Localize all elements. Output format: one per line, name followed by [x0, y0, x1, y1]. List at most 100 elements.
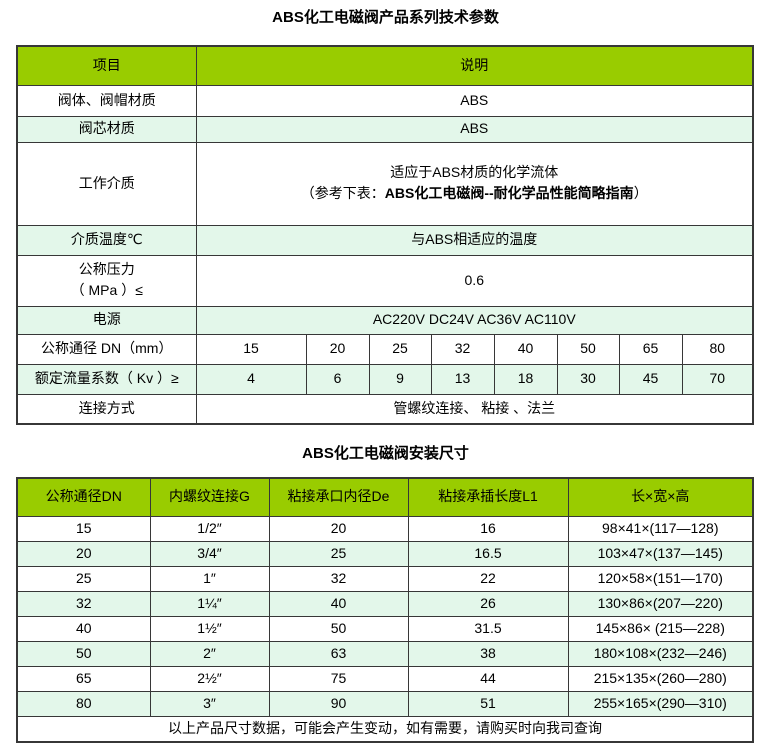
row-label: 公称通径 DN（mm） — [16, 333, 197, 365]
cell-thread: 2″ — [149, 640, 270, 667]
medium-line-2: （参考下表：ABS化工电磁阀--耐化学品性能简略指南） — [199, 184, 751, 204]
column-header-thread: 内螺纹连接G — [149, 477, 270, 517]
cell-lwh: 120×58×(151—170) — [567, 565, 754, 592]
row-value: 0.6 — [195, 254, 754, 307]
cell-thread: 1″ — [149, 565, 270, 592]
column-header-insert-length: 粘接承插长度L1 — [407, 477, 569, 517]
cell-dn: 20 — [16, 540, 151, 567]
column-header-lwh: 长×宽×高 — [567, 477, 754, 517]
footer-note: 以上产品尺寸数据，可能会产生变动，如有需要，请购买时向我司查询 — [16, 715, 754, 743]
dn-value: 32 — [430, 333, 495, 365]
column-header-socket-id: 粘接承口内径De — [268, 477, 409, 517]
tech-params-table: 项目 说明 阀体、阀帽材质 ABS 阀芯材质 ABS 工作介质 适应于ABS材质… — [16, 45, 754, 425]
install-dims-table: 公称通径DN 内螺纹连接G 粘接承口内径De 粘接承插长度L1 长×宽×高 15… — [16, 477, 754, 743]
table-row: 32 1¼″ 40 26 130×86×(207—220) — [16, 590, 754, 617]
table-row: 65 2½″ 75 44 215×135×(260—280) — [16, 665, 754, 692]
page-title-install-dims: ABS化工电磁阀安装尺寸 — [302, 445, 469, 462]
row-label: 阀体、阀帽材质 — [16, 84, 197, 117]
row-value: ABS — [195, 115, 754, 143]
kv-value: 4 — [195, 363, 307, 395]
cell-lwh: 255×165×(290—310) — [567, 690, 754, 717]
cell-insert-length: 51 — [407, 690, 569, 717]
table-row: 电源 AC220V DC24V AC36V AC110V — [16, 305, 754, 335]
dn-row: 公称通径 DN（mm） 15 20 25 32 40 50 65 80 — [16, 333, 754, 365]
cell-lwh: 103×47×(137—145) — [567, 540, 754, 567]
cell-lwh: 98×41×(117—128) — [567, 515, 754, 542]
pressure-label-line-1: 公称压力 — [78, 261, 135, 278]
medium-line-1: 适应于ABS材质的化学流体 — [390, 164, 559, 181]
table-row: 50 2″ 63 38 180×108×(232—246) — [16, 640, 754, 667]
cell-dn: 25 — [16, 565, 151, 592]
cell-socket-id: 25 — [268, 540, 409, 567]
cell-socket-id: 32 — [268, 565, 409, 592]
table-row: 阀体、阀帽材质 ABS — [16, 84, 754, 117]
table-header-row: 公称通径DN 内螺纹连接G 粘接承口内径De 粘接承插长度L1 长×宽×高 — [16, 477, 754, 517]
cell-socket-id: 90 — [268, 690, 409, 717]
table-footer-row: 以上产品尺寸数据，可能会产生变动，如有需要，请购买时向我司查询 — [16, 715, 754, 743]
cell-lwh: 145×86× (215—228) — [567, 615, 754, 642]
cell-insert-length: 16 — [407, 515, 569, 542]
column-header-dn: 公称通径DN — [16, 477, 151, 517]
cell-socket-id: 40 — [268, 590, 409, 617]
row-value: 管螺纹连接、 粘接 、法兰 — [195, 393, 754, 425]
cell-thread: 3/4″ — [149, 540, 270, 567]
cell-dn: 15 — [16, 515, 151, 542]
cell-lwh: 180×108×(232—246) — [567, 640, 754, 667]
page-title-tech-params: ABS化工电磁阀产品系列技术参数 — [272, 9, 499, 26]
kv-value: 13 — [430, 363, 495, 395]
kv-value: 9 — [368, 363, 432, 395]
dn-value: 20 — [305, 333, 370, 365]
row-label: 介质温度℃ — [16, 224, 197, 256]
cell-thread: 1/2″ — [149, 515, 270, 542]
kv-value: 18 — [493, 363, 558, 395]
cell-lwh: 215×135×(260—280) — [567, 665, 754, 692]
cell-insert-length: 22 — [407, 565, 569, 592]
row-label: 工作介质 — [16, 141, 197, 226]
table-row: 工作介质 适应于ABS材质的化学流体 （参考下表：ABS化工电磁阀--耐化学品性… — [16, 141, 754, 226]
table-row: 阀芯材质 ABS — [16, 115, 754, 143]
kv-row: 额定流量系数（ Kv ）≥ 4 6 9 13 18 30 45 70 — [16, 363, 754, 395]
row-label: 公称压力 （ MPa ）≤ — [16, 254, 197, 307]
table-header-row: 项目 说明 — [16, 45, 754, 86]
table-row: 20 3/4″ 25 16.5 103×47×(137—145) — [16, 540, 754, 567]
cell-thread: 1½″ — [149, 615, 270, 642]
cell-dn: 40 — [16, 615, 151, 642]
cell-insert-length: 31.5 — [407, 615, 569, 642]
cell-socket-id: 20 — [268, 515, 409, 542]
cell-thread: 2½″ — [149, 665, 270, 692]
kv-value: 30 — [556, 363, 620, 395]
cell-dn: 80 — [16, 690, 151, 717]
kv-value: 6 — [305, 363, 370, 395]
table-row: 15 1/2″ 20 16 98×41×(117—128) — [16, 515, 754, 542]
cell-insert-length: 38 — [407, 640, 569, 667]
table-row: 40 1½″ 50 31.5 145×86× (215—228) — [16, 615, 754, 642]
cell-thread: 3″ — [149, 690, 270, 717]
table-row: 25 1″ 32 22 120×58×(151—170) — [16, 565, 754, 592]
table-row: 80 3″ 90 51 255×165×(290—310) — [16, 690, 754, 717]
table-row: 公称压力 （ MPa ）≤ 0.6 — [16, 254, 754, 307]
cell-dn: 50 — [16, 640, 151, 667]
cell-dn: 65 — [16, 665, 151, 692]
medium-line-2-bold: ABS化工电磁阀--耐化学品性能简略指南 — [384, 185, 634, 201]
row-label: 阀芯材质 — [16, 115, 197, 143]
dn-value: 80 — [681, 333, 754, 365]
row-label: 额定流量系数（ Kv ）≥ — [16, 363, 197, 395]
row-label: 连接方式 — [16, 393, 197, 425]
cell-dn: 32 — [16, 590, 151, 617]
cell-insert-length: 26 — [407, 590, 569, 617]
cell-socket-id: 63 — [268, 640, 409, 667]
row-value: AC220V DC24V AC36V AC110V — [195, 305, 754, 335]
medium-line-2-suffix: ） — [633, 185, 648, 201]
cell-lwh: 130×86×(207—220) — [567, 590, 754, 617]
dn-value: 65 — [618, 333, 683, 365]
column-header-item: 项目 — [16, 45, 197, 86]
table-row: 介质温度℃ 与ABS相适应的温度 — [16, 224, 754, 256]
row-value: 与ABS相适应的温度 — [195, 224, 754, 256]
dn-value: 50 — [556, 333, 620, 365]
medium-line-2-prefix: （参考下表： — [300, 185, 385, 201]
row-value: ABS — [195, 84, 754, 117]
column-header-description: 说明 — [195, 45, 754, 86]
kv-value: 45 — [618, 363, 683, 395]
cell-insert-length: 44 — [407, 665, 569, 692]
